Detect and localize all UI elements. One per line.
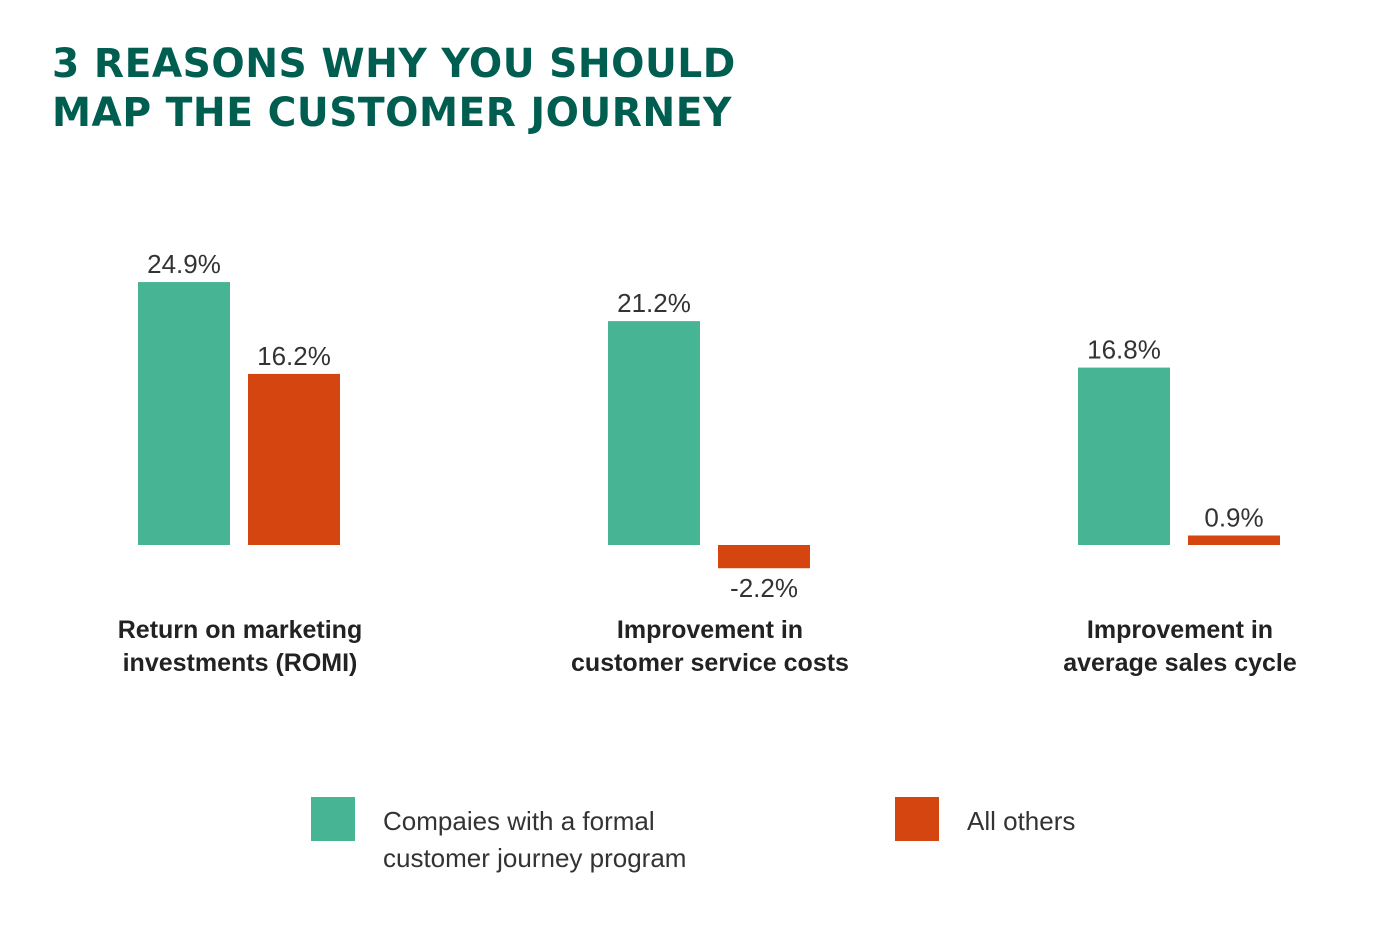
- bar-formal-program: [138, 282, 230, 545]
- category-label: Return on marketing: [118, 616, 362, 644]
- category-label: investments (ROMI): [123, 649, 358, 677]
- legend-swatch-orange: [895, 797, 939, 841]
- category-label: average sales cycle: [1063, 649, 1297, 677]
- data-label: -2.2%: [730, 573, 798, 603]
- legend-label: Compaies with a formal customer journey …: [383, 803, 686, 877]
- bar-all-others: [718, 545, 810, 569]
- legend-label-line: customer journey program: [383, 843, 687, 873]
- legend-label: All others: [967, 806, 1076, 836]
- chart-title: 3 REASONS WHY YOU SHOULD MAP THE CUSTOME…: [52, 40, 736, 138]
- bar-formal-program: [608, 321, 700, 545]
- legend-swatch-green: [311, 797, 355, 841]
- data-label: 21.2%: [617, 288, 691, 318]
- bar-chart: 24.9% 16.2% Return on marketing investments…: [118, 249, 1297, 677]
- category-label: customer service costs: [571, 649, 849, 677]
- legend-item-formal-program: Compaies with a formal customer journey …: [311, 797, 686, 877]
- title-line-1: 3 REASONS WHY YOU SHOULD: [52, 41, 736, 87]
- bar-formal-program: [1078, 367, 1170, 545]
- data-label: 24.9%: [147, 249, 221, 279]
- category-label: Improvement in: [1087, 616, 1273, 644]
- bar-all-others: [1188, 535, 1280, 545]
- data-label: 16.2%: [257, 341, 331, 371]
- legend-label-line: Compaies with a formal: [383, 806, 655, 836]
- legend-item-all-others: All others: [895, 797, 1075, 841]
- data-label: 0.9%: [1204, 502, 1263, 532]
- bar-all-others: [248, 373, 340, 545]
- category-label: Improvement in: [617, 616, 803, 644]
- data-label: 16.8%: [1087, 335, 1161, 365]
- title-line-2: MAP THE CUSTOMER JOURNEY: [52, 90, 732, 136]
